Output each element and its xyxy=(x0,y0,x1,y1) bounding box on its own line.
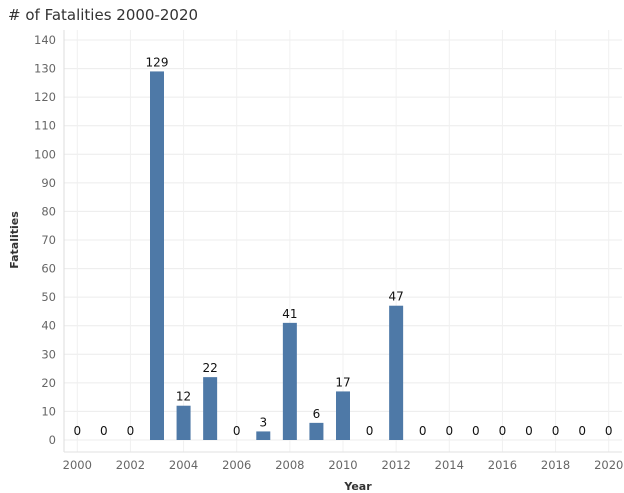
data-label-2019: 0 xyxy=(578,424,586,438)
data-label-2012: 47 xyxy=(389,290,404,304)
data-label-2013: 0 xyxy=(419,424,427,438)
bar-2007 xyxy=(256,431,271,440)
data-label-2001: 0 xyxy=(100,424,108,438)
data-label-2016: 0 xyxy=(499,424,507,438)
y-tick-label: 140 xyxy=(34,33,56,47)
y-tick-label: 120 xyxy=(34,90,56,104)
y-tick-label: 40 xyxy=(41,319,56,333)
bar-2009 xyxy=(309,422,324,440)
y-tick-label: 0 xyxy=(49,433,56,447)
y-tick-label: 20 xyxy=(41,376,56,390)
data-label-2020: 0 xyxy=(605,424,613,438)
bar-2010 xyxy=(336,391,350,440)
data-label-2005: 22 xyxy=(203,361,218,375)
y-tick-label: 100 xyxy=(34,147,56,161)
data-label-2017: 0 xyxy=(525,424,533,438)
bars xyxy=(150,71,404,440)
data-label-2000: 0 xyxy=(73,424,81,438)
x-tick-label: 2014 xyxy=(435,458,464,472)
y-tick-label: 30 xyxy=(41,347,56,361)
data-label-2010: 17 xyxy=(335,375,350,389)
x-axis-label: Year xyxy=(343,480,372,493)
data-label-2004: 12 xyxy=(176,390,191,404)
bar-2005 xyxy=(203,377,218,440)
x-tick-label: 2020 xyxy=(594,458,623,472)
x-tick-label: 2018 xyxy=(541,458,570,472)
data-label-2007: 3 xyxy=(259,415,267,429)
y-tick-label: 130 xyxy=(34,62,56,76)
y-tick-label: 50 xyxy=(41,290,56,304)
data-label-2003: 129 xyxy=(146,55,169,69)
data-label-2008: 41 xyxy=(282,307,297,321)
chart-title: # of Fatalities 2000-2020 xyxy=(8,6,199,24)
x-tick-label: 2010 xyxy=(328,458,357,472)
y-tick-label: 70 xyxy=(41,233,56,247)
data-labels: 0 0 0 129 12 22 0 3 41 6 17 0 47 0 0 0 0 0 0 0 0 xyxy=(73,55,612,438)
x-tick-label: 2002 xyxy=(116,458,145,472)
x-tick-label: 2012 xyxy=(382,458,411,472)
x-tick-label: 2016 xyxy=(488,458,517,472)
x-tick-label: 2006 xyxy=(222,458,251,472)
x-tick-label: 2008 xyxy=(275,458,304,472)
y-tick-label: 90 xyxy=(41,176,56,190)
data-label-2011: 0 xyxy=(366,424,374,438)
bar-2008 xyxy=(282,322,297,440)
y-tick-label: 110 xyxy=(34,119,56,133)
data-label-2006: 0 xyxy=(233,424,241,438)
y-tick-label: 10 xyxy=(41,404,56,418)
data-label-2014: 0 xyxy=(445,424,453,438)
bar-2004 xyxy=(176,405,191,440)
x-tick-label: 2000 xyxy=(63,458,92,472)
x-axis-ticks: 2000 2002 2004 2006 2008 2010 2012 2014 2016 2018… xyxy=(63,458,624,472)
data-label-2002: 0 xyxy=(127,424,135,438)
y-axis-ticks: 0 10 20 30 40 50 60 70 80 90 100 110 120 130 140 xyxy=(34,33,56,447)
bar-2003 xyxy=(150,71,164,440)
data-label-2009: 6 xyxy=(313,407,321,421)
bar-2012 xyxy=(389,305,404,440)
y-axis-label: Fatalities xyxy=(8,211,21,269)
y-tick-label: 60 xyxy=(41,262,56,276)
x-tick-label: 2004 xyxy=(169,458,198,472)
data-label-2015: 0 xyxy=(472,424,480,438)
data-label-2018: 0 xyxy=(552,424,560,438)
y-tick-label: 80 xyxy=(41,204,56,218)
